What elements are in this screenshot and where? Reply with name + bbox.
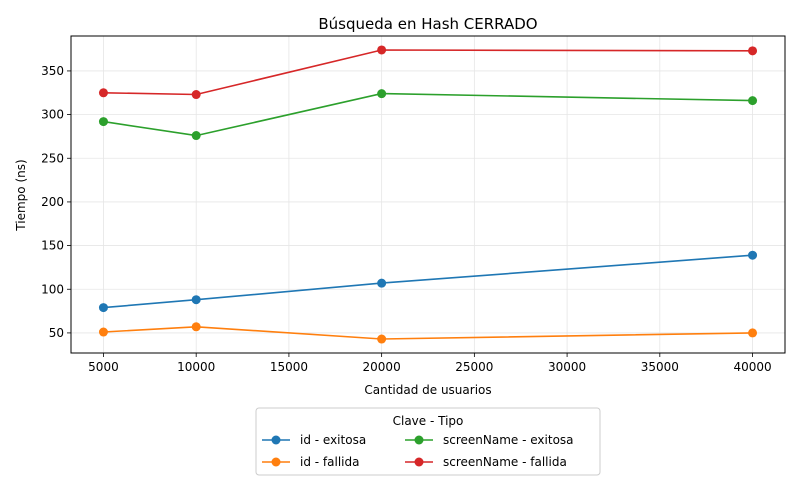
y-tick-label: 200 xyxy=(41,195,64,209)
data-point-id-fallida xyxy=(748,328,758,338)
legend-marker-screenname-fallida xyxy=(414,457,424,467)
data-point-screenname-exitosa xyxy=(191,131,201,141)
data-point-screenname-fallida xyxy=(377,45,387,55)
series-line-screenname-exitosa xyxy=(103,92,753,137)
data-point-id-exitosa xyxy=(98,303,108,313)
x-tick-label: 5000 xyxy=(88,360,119,374)
data-point-screenname-fallida xyxy=(191,90,201,100)
data-point-screenname-fallida xyxy=(748,46,758,56)
y-tick-label: 250 xyxy=(41,151,64,165)
y-tick-label: 50 xyxy=(49,326,64,340)
data-point-id-exitosa xyxy=(748,250,758,260)
y-tick-label: 100 xyxy=(41,282,64,296)
y-axis-label: Tiempo (ns) xyxy=(14,159,28,231)
y-tick-label: 300 xyxy=(41,108,64,122)
legend-box xyxy=(255,407,601,476)
legend-marker-screenname-exitosa xyxy=(414,435,424,445)
legend-label-id-fallida: id - fallida xyxy=(300,455,359,469)
x-tick-label: 30000 xyxy=(548,360,586,374)
legend-title: Clave - Tipo xyxy=(393,414,464,428)
data-point-screenname-fallida xyxy=(98,88,108,98)
legend-label-screenname-fallida: screenName - fallida xyxy=(443,455,567,469)
legend-label-screenname-exitosa: screenName - exitosa xyxy=(443,433,574,447)
y-axis-ticks: 50 100 150 200 250 300 350 xyxy=(41,64,71,340)
x-axis-label: Cantidad de usuarios xyxy=(364,383,491,397)
grid xyxy=(71,36,785,353)
x-tick-label: 20000 xyxy=(363,360,401,374)
legend: Clave - Tipo id - exitosa id - fallida scr… xyxy=(255,407,601,476)
data-point-id-exitosa xyxy=(377,278,387,288)
data-point-id-fallida xyxy=(377,334,387,344)
y-tick-label: 350 xyxy=(41,64,64,78)
data-point-id-exitosa xyxy=(191,295,201,305)
y-tick-label: 150 xyxy=(41,239,64,253)
x-tick-label: 10000 xyxy=(177,360,215,374)
x-tick-label: 25000 xyxy=(455,360,493,374)
series-line-id-fallida xyxy=(103,325,753,340)
data-point-screenname-exitosa xyxy=(98,117,108,127)
legend-marker-id-fallida xyxy=(271,457,281,467)
legend-label-id-exitosa: id - exitosa xyxy=(300,433,366,447)
data-point-screenname-exitosa xyxy=(748,96,758,106)
data-point-id-fallida xyxy=(191,322,201,332)
x-tick-label: 35000 xyxy=(641,360,679,374)
series-lines xyxy=(103,49,753,340)
legend-marker-id-exitosa xyxy=(271,435,281,445)
chart-title: Búsqueda en Hash CERRADO xyxy=(318,15,537,33)
data-point-id-fallida xyxy=(98,327,108,337)
x-tick-label: 15000 xyxy=(270,360,308,374)
plot-frame xyxy=(70,35,786,354)
series-points xyxy=(98,45,758,344)
data-point-screenname-exitosa xyxy=(377,89,387,99)
x-axis-ticks: 5000 10000 15000 20000 25000 30000 35000 40000 xyxy=(88,353,772,374)
x-tick-label: 40000 xyxy=(733,360,771,374)
series-line-id-exitosa xyxy=(103,254,753,309)
series-line-screenname-fallida xyxy=(103,49,753,96)
